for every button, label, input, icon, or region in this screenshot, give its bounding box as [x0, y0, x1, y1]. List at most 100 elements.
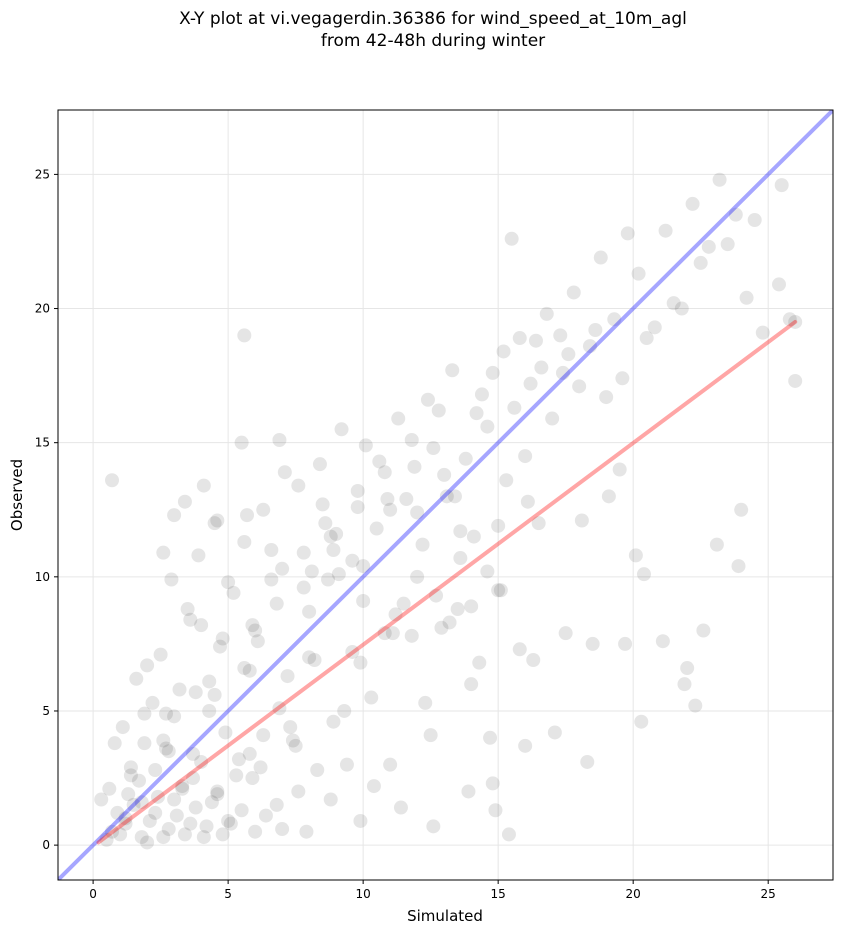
data-point — [539, 306, 554, 321]
data-point — [275, 561, 290, 576]
data-point — [512, 331, 527, 346]
x-tick-label: 15 — [491, 887, 506, 901]
data-point — [512, 642, 527, 657]
data-point — [334, 422, 349, 437]
x-tick-label: 20 — [626, 887, 641, 901]
data-point — [485, 365, 500, 380]
data-point — [110, 805, 125, 820]
data-point — [277, 465, 292, 480]
data-point — [132, 773, 147, 788]
data-point — [229, 768, 244, 783]
fit-line — [96, 319, 798, 845]
data-point — [526, 653, 541, 667]
data-point — [237, 534, 252, 549]
data-point — [353, 813, 368, 828]
data-point — [199, 819, 214, 834]
data-point — [426, 441, 441, 456]
data-point — [385, 626, 400, 641]
data-point — [210, 787, 225, 802]
data-point — [269, 596, 284, 611]
data-point — [242, 663, 257, 678]
data-point — [499, 473, 514, 488]
data-point — [472, 655, 487, 670]
data-point — [231, 752, 246, 767]
data-point — [113, 827, 128, 842]
data-point — [685, 196, 700, 211]
data-point — [107, 736, 122, 751]
data-point — [450, 602, 465, 617]
data-point — [118, 816, 133, 831]
data-point — [399, 492, 414, 507]
data-point — [210, 784, 225, 799]
x-axis-label: Simulated — [407, 907, 483, 925]
data-point — [339, 757, 354, 772]
data-point — [437, 467, 452, 482]
data-point — [639, 331, 654, 346]
data-point — [140, 658, 155, 673]
data-point — [485, 776, 500, 791]
data-point — [688, 698, 703, 713]
x-tick-label: 10 — [355, 887, 370, 901]
data-point — [674, 301, 689, 316]
data-point — [782, 312, 797, 327]
data-point — [531, 516, 546, 531]
data-point — [747, 213, 762, 227]
data-point — [196, 478, 211, 493]
data-point — [275, 822, 290, 837]
data-point — [272, 701, 287, 716]
data-point — [520, 494, 535, 509]
data-point — [491, 583, 506, 598]
data-point — [234, 803, 249, 818]
data-point — [615, 371, 630, 386]
data-point — [153, 647, 168, 662]
data-point — [269, 797, 284, 812]
data-point — [315, 497, 330, 512]
grid-lines — [58, 110, 833, 880]
data-point — [291, 784, 306, 799]
data-point — [207, 687, 222, 702]
data-point — [607, 312, 622, 327]
data-point — [302, 604, 317, 619]
data-point — [248, 824, 263, 839]
data-point — [148, 805, 163, 820]
data-point — [755, 325, 770, 340]
data-point — [561, 347, 576, 362]
data-point — [377, 465, 392, 480]
data-point — [618, 636, 633, 651]
data-point — [572, 379, 587, 394]
data-point — [272, 433, 287, 447]
data-point — [167, 792, 182, 807]
data-point — [582, 339, 597, 354]
reference-lines — [58, 110, 833, 880]
data-point — [696, 623, 711, 638]
data-point — [256, 728, 271, 743]
data-point — [164, 572, 179, 587]
data-point — [558, 626, 573, 641]
data-point — [105, 824, 120, 839]
data-point — [353, 655, 368, 670]
data-point — [461, 784, 476, 799]
data-point — [299, 824, 314, 839]
data-point — [383, 502, 398, 517]
data-point — [345, 553, 360, 568]
data-point — [655, 634, 670, 649]
data-point — [156, 733, 171, 748]
data-point — [396, 596, 411, 611]
data-point — [415, 537, 430, 552]
data-point — [137, 736, 152, 751]
data-point — [631, 266, 646, 281]
y-axis-label: Observed — [8, 459, 26, 531]
data-point — [188, 800, 203, 815]
data-point — [404, 628, 419, 643]
data-point — [237, 661, 252, 676]
data-point — [140, 835, 155, 850]
data-point — [388, 607, 403, 622]
data-point — [186, 771, 201, 786]
data-point — [771, 277, 786, 292]
data-point — [258, 808, 273, 823]
data-point — [177, 827, 192, 842]
data-point — [291, 478, 306, 493]
data-point — [393, 800, 408, 815]
data-point — [680, 661, 695, 676]
data-point — [496, 344, 511, 359]
